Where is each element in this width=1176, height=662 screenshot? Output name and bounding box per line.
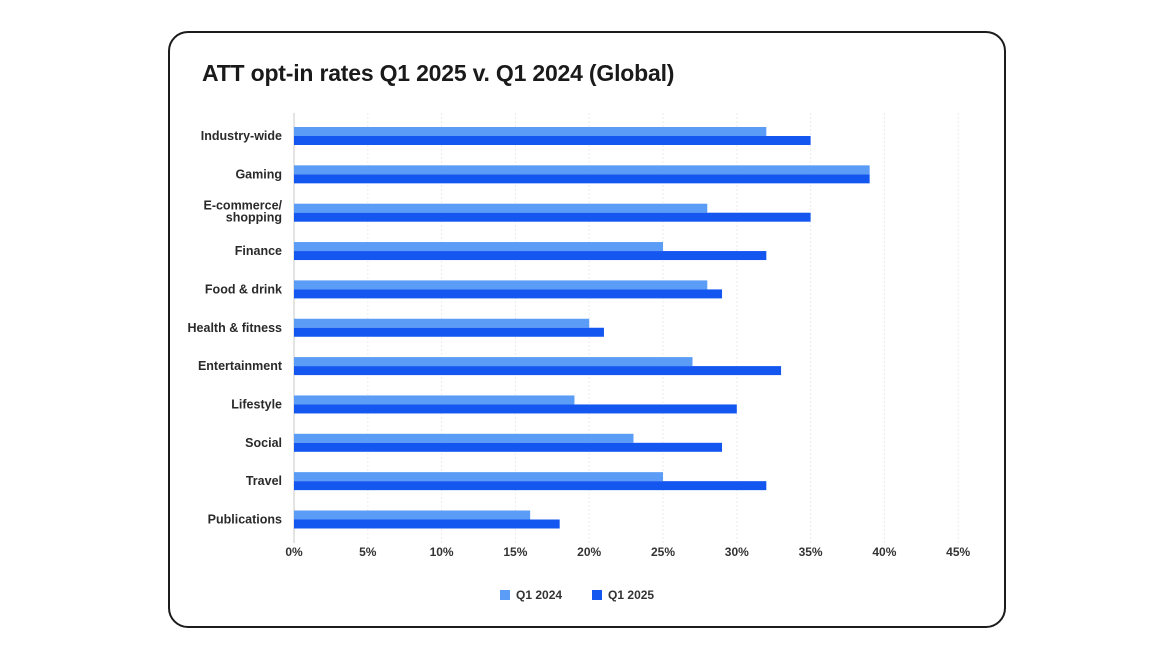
- legend-swatch-q1-2025: [592, 590, 603, 600]
- legend-item-q1-2024: Q1 2024: [500, 588, 562, 602]
- bar-chart: 0% 5% 10% 15% 20% 25% 30% 35% 40% 45% Industry-wid…: [188, 113, 971, 559]
- category-label-line: Industry-wide: [201, 129, 282, 143]
- bar-q1-2025: [294, 212, 811, 222]
- bar-q1-2024: [294, 318, 590, 328]
- chart-card: ATT opt-in rates Q1 2025 v. Q1 2024 (Glo…: [168, 31, 1006, 628]
- category-label: Publications: [208, 513, 282, 527]
- bar-q1-2025: [294, 519, 560, 529]
- x-tick-label: 0%: [285, 545, 303, 559]
- x-tick-label: 40%: [872, 545, 896, 559]
- bar-q1-2024: [294, 395, 575, 405]
- legend-item-q1-2025: Q1 2025: [592, 588, 654, 602]
- bar-q1-2024: [294, 165, 870, 175]
- bar-q1-2024: [294, 433, 634, 443]
- category-label-line: Entertainment: [198, 359, 283, 373]
- legend: Q1 2024 Q1 2025: [500, 588, 654, 602]
- category-label-line: Social: [245, 436, 282, 450]
- category-label-line: Travel: [246, 474, 282, 488]
- category-label: Industry-wide: [201, 129, 282, 143]
- bar-q1-2025: [294, 136, 811, 145]
- x-tick-label: 30%: [725, 545, 749, 559]
- bar-q1-2025: [294, 366, 782, 376]
- legend-label-q1-2025: Q1 2025: [608, 588, 655, 602]
- category-label-line: Gaming: [235, 167, 282, 181]
- x-tick-label: 25%: [651, 545, 675, 559]
- bar-q1-2024: [294, 472, 663, 482]
- bar-q1-2025: [294, 481, 767, 491]
- category-label: Finance: [235, 244, 282, 258]
- legend-swatch-q1-2024: [500, 590, 510, 600]
- category-label-line: shopping: [226, 211, 282, 225]
- category-label-line: Finance: [235, 244, 282, 258]
- x-tick-label: 15%: [503, 545, 527, 559]
- category-label: E-commerce/shopping: [203, 199, 282, 225]
- bar-q1-2025: [294, 404, 737, 414]
- bar-q1-2025: [294, 289, 723, 299]
- category-label: Health & fitness: [188, 321, 283, 335]
- category-label: Social: [245, 436, 282, 450]
- category-label: Food & drink: [205, 282, 282, 296]
- bar-q1-2025: [294, 442, 723, 452]
- bar-q1-2024: [294, 203, 708, 213]
- legend-label-q1-2024: Q1 2024: [516, 588, 563, 602]
- x-tick-label: 35%: [799, 545, 823, 559]
- bar-q1-2024: [294, 510, 531, 520]
- x-tick-label: 10%: [430, 545, 454, 559]
- category-label: Travel: [246, 474, 282, 488]
- category-label: Entertainment: [198, 359, 283, 373]
- bar-q1-2024: [294, 127, 767, 136]
- bar-q1-2024: [294, 280, 708, 290]
- category-label-line: Lifestyle: [231, 397, 282, 411]
- category-label-line: E-commerce/: [203, 199, 282, 213]
- bar-q1-2024: [294, 357, 693, 367]
- category-label: Gaming: [235, 167, 282, 181]
- category-label-line: Health & fitness: [188, 321, 283, 335]
- category-label-line: Food & drink: [205, 282, 282, 296]
- bar-q1-2025: [294, 174, 870, 184]
- bar-q1-2025: [294, 251, 767, 261]
- category-label: Lifestyle: [231, 397, 282, 411]
- x-tick-label: 20%: [577, 545, 601, 559]
- bar-q1-2025: [294, 327, 604, 337]
- bar-q1-2024: [294, 242, 663, 252]
- chart-title: ATT opt-in rates Q1 2025 v. Q1 2024 (Glo…: [202, 60, 675, 86]
- x-tick-label: 5%: [359, 545, 377, 559]
- category-label-line: Publications: [208, 513, 282, 527]
- x-tick-label: 45%: [946, 545, 970, 559]
